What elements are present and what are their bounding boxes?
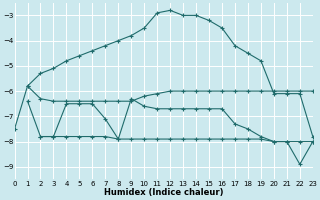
X-axis label: Humidex (Indice chaleur): Humidex (Indice chaleur): [104, 188, 223, 197]
